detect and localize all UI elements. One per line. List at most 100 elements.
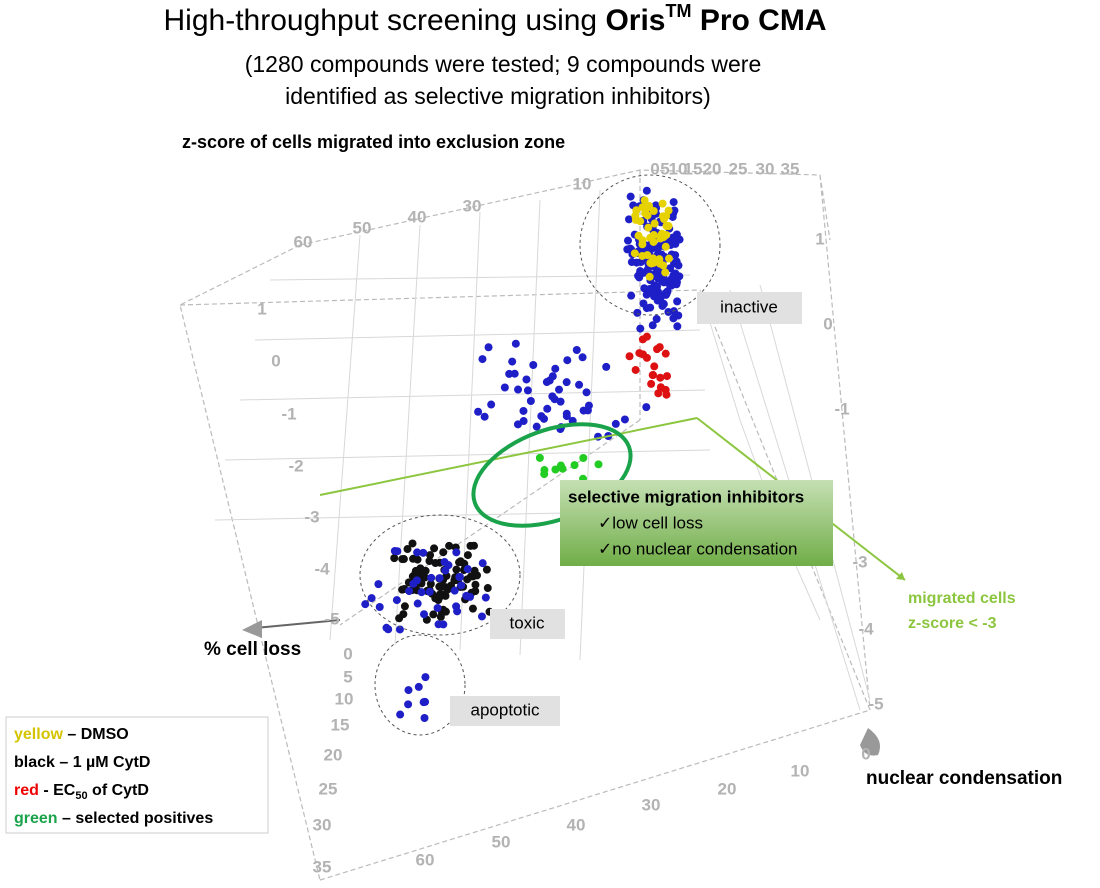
point — [526, 397, 535, 406]
tick-label: -3 — [852, 552, 867, 571]
point — [648, 321, 657, 330]
point — [399, 610, 408, 619]
point — [661, 288, 670, 297]
tick-label: 30 — [642, 795, 661, 814]
title-part: TM — [665, 1, 691, 21]
point — [575, 380, 584, 389]
tick-label: 0 — [861, 744, 870, 763]
point — [639, 299, 648, 308]
title-part: High-throughput screening using — [164, 4, 606, 37]
point — [436, 612, 445, 621]
tick-label: 0 — [650, 159, 659, 178]
point — [535, 453, 544, 462]
point — [361, 600, 370, 609]
point — [654, 389, 663, 398]
point — [638, 251, 647, 260]
point — [417, 588, 426, 597]
point — [594, 460, 603, 469]
arrow-head — [896, 572, 905, 580]
point — [367, 594, 376, 603]
point — [656, 293, 665, 302]
point — [645, 272, 654, 281]
tick-label: -5 — [868, 694, 883, 713]
point — [403, 545, 412, 554]
point — [455, 572, 464, 581]
point — [508, 357, 517, 366]
point — [556, 397, 565, 406]
tick-label: 15 — [331, 715, 350, 734]
point — [548, 392, 557, 401]
point — [445, 541, 454, 550]
point — [439, 548, 448, 557]
point — [664, 222, 673, 231]
point — [657, 230, 666, 239]
legend-color: red — [14, 782, 39, 799]
point — [582, 388, 591, 397]
point — [390, 554, 399, 563]
point — [673, 297, 682, 306]
tick-label: 25 — [319, 779, 338, 798]
point — [419, 548, 428, 557]
point — [648, 371, 657, 380]
point — [662, 212, 671, 221]
point — [631, 215, 640, 224]
point — [519, 406, 528, 415]
point — [408, 539, 417, 548]
point — [505, 369, 514, 378]
point — [375, 602, 384, 611]
point — [374, 580, 383, 589]
point — [650, 219, 659, 228]
tick-label: 60 — [294, 232, 313, 251]
point — [638, 240, 647, 249]
threshold-label: z-score < -3 — [908, 615, 997, 632]
point — [642, 186, 651, 195]
legend-text: – selected positives — [58, 810, 214, 827]
point — [556, 461, 565, 470]
tick-label: -1 — [834, 399, 849, 418]
point — [444, 561, 453, 570]
point — [673, 322, 682, 331]
point — [468, 604, 477, 613]
point — [441, 607, 450, 616]
tick-label: -4 — [858, 619, 874, 638]
callout-item: ✓no nuclear condensation — [598, 539, 798, 558]
tick-label: 50 — [353, 218, 372, 237]
point — [620, 415, 629, 424]
point — [649, 237, 658, 246]
point — [579, 453, 588, 462]
point — [649, 207, 658, 216]
tick-label: -4 — [314, 559, 330, 578]
point — [664, 254, 673, 263]
point — [643, 204, 652, 213]
point — [484, 343, 493, 352]
point — [420, 573, 429, 582]
title-part: Oris — [605, 4, 665, 37]
tick-label: 20 — [324, 745, 343, 764]
point — [382, 623, 391, 632]
point — [646, 258, 655, 267]
callout-box — [560, 480, 833, 566]
point — [635, 273, 644, 282]
point — [658, 277, 667, 286]
point — [472, 571, 481, 580]
point — [658, 199, 667, 208]
point — [562, 409, 571, 418]
point — [443, 585, 452, 594]
point — [483, 584, 492, 593]
point — [661, 242, 670, 251]
point — [630, 249, 639, 258]
point — [481, 593, 490, 602]
point — [545, 376, 554, 385]
point — [398, 555, 407, 564]
point — [647, 379, 656, 388]
title: High-throughput screening using OrisTM P… — [164, 1, 827, 37]
point — [420, 610, 429, 619]
point — [640, 284, 649, 293]
point — [656, 373, 665, 382]
tick-label: 40 — [408, 207, 427, 226]
point — [487, 400, 496, 409]
point — [463, 565, 472, 574]
point — [478, 559, 487, 568]
tick-label: -5 — [324, 609, 339, 628]
